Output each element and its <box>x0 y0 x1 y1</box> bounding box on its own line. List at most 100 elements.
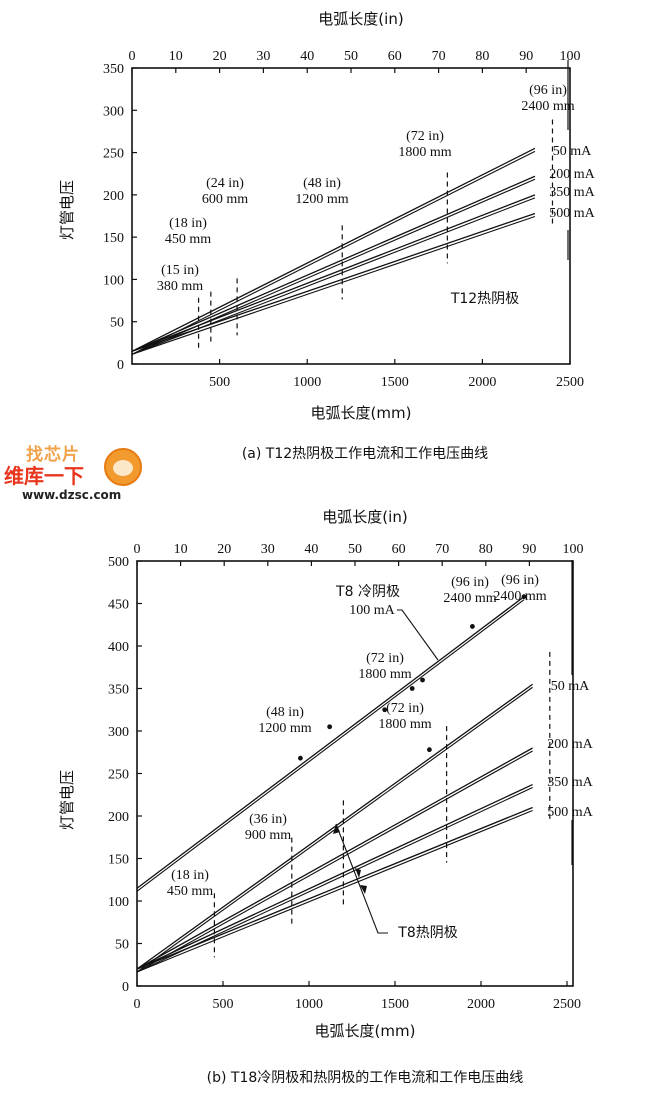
y-tick-label: 500 <box>108 555 129 570</box>
y-axis-title: 灯管电压 <box>58 770 76 830</box>
series-annotation: T12热阴极 <box>450 291 519 307</box>
y-tick-label: 350 <box>108 683 129 698</box>
marker-label-in: (72 in) <box>366 651 404 666</box>
data-point <box>470 624 475 629</box>
x-tick-label: 0 <box>134 997 141 1012</box>
y-axis-title: 灯管电压 <box>58 180 76 240</box>
data-point <box>298 755 303 761</box>
marker-label-in: (96 in) <box>529 83 567 98</box>
y-tick-label: 150 <box>108 853 129 868</box>
bottom-axis-title: 电弧长度(mm) <box>311 404 412 422</box>
series-line <box>136 806 533 970</box>
x-tick-label: 500 <box>213 997 234 1012</box>
series-line <box>136 783 533 970</box>
marker-label-in: (96 in) <box>451 575 489 590</box>
y-tick-label: 50 <box>115 938 129 953</box>
marker-label-mm: 1200 mm <box>258 721 311 736</box>
y-tick-label: 100 <box>103 273 124 288</box>
x-tick-label: 1500 <box>381 375 409 390</box>
x-tick-label: 2500 <box>553 997 581 1012</box>
x-tick-label: 1000 <box>295 997 323 1012</box>
y-tick-label: 400 <box>108 640 129 655</box>
x2-tick-label: 40 <box>300 49 314 64</box>
chart-b: 0 50 100 150 200 250 300 350 400 450 500 0 500 1000 15… <box>58 508 584 1086</box>
x-tick-label: 2500 <box>556 375 584 390</box>
marker-label-in: (72 in) <box>406 129 444 144</box>
series-annotation-hot: T8热阴极 <box>397 925 457 941</box>
arrow-head-icon <box>333 824 340 834</box>
marker-label-in: (96 in) <box>501 573 539 588</box>
y-tick-label: 250 <box>108 768 129 783</box>
marker-label-mm: 2400 mm <box>443 591 496 606</box>
y-tick-label: 50 <box>110 316 124 331</box>
x2-tick-label: 100 <box>563 542 584 557</box>
y-tick-label: 250 <box>103 147 124 162</box>
marker-label-in: (36 in) <box>249 812 287 827</box>
legend-label-200mA: 200 mA <box>549 167 595 182</box>
x2-tick-label: 30 <box>261 542 275 557</box>
marker-label-mm: 1800 mm <box>378 717 431 732</box>
marker-label-mm: 600 mm <box>202 192 248 207</box>
x2-tick-label: 80 <box>479 542 493 557</box>
y-tick-label: 300 <box>103 104 124 119</box>
arrow-head-icon <box>355 868 361 878</box>
x2-tick-label: 50 <box>344 49 358 64</box>
series-line <box>131 175 536 352</box>
data-point <box>521 594 527 600</box>
x2-tick-label: 60 <box>392 542 406 557</box>
top-axis-title: 电弧长度(in) <box>318 10 403 28</box>
y-tick-label: 0 <box>122 980 129 995</box>
y-tick-label: 0 <box>117 358 124 373</box>
marker-label-in: (72 in) <box>386 701 424 716</box>
data-point <box>427 747 432 753</box>
chart-caption: (b) T18冷阴极和热阴极的工作电流和工作电压曲线 <box>207 1070 524 1086</box>
x2-tick-label: 40 <box>304 542 318 557</box>
x-tick-label: 2000 <box>468 375 496 390</box>
x-tick-label: 2000 <box>467 997 495 1012</box>
y-tick-label: 450 <box>108 598 129 613</box>
x-tick-label: 500 <box>209 375 230 390</box>
bottom-axis-title: 电弧长度(mm) <box>315 1022 416 1040</box>
marker-label-mm: 1800 mm <box>398 145 451 160</box>
x2-tick-label: 70 <box>432 49 446 64</box>
data-point <box>382 707 388 713</box>
y-tick-label: 200 <box>108 810 129 825</box>
x2-tick-label: 10 <box>174 542 188 557</box>
legend-label-350mA: 350 mA <box>549 185 595 200</box>
series-line <box>136 683 533 970</box>
marker-label-mm: 450 mm <box>167 884 213 899</box>
marker-label-mm: 380 mm <box>157 279 203 294</box>
y-tick-label: 100 <box>108 895 129 910</box>
data-point <box>327 724 333 730</box>
series-annotation-cold: T8 冷阴极 <box>335 584 400 600</box>
legend-label-50mA: 50 mA <box>553 144 592 159</box>
watermark-url: www.dzsc.com <box>22 488 122 502</box>
x-tick-label: 1500 <box>381 997 409 1012</box>
marker-label-mm: 1800 mm <box>358 667 411 682</box>
x2-tick-label: 90 <box>519 49 533 64</box>
marker-label-mm: 900 mm <box>245 828 291 843</box>
marker-label-mm: 2400 mm <box>493 589 546 604</box>
top-axis-title: 电弧长度(in) <box>322 508 407 526</box>
legend-label-200mA: 200 mA <box>547 737 593 752</box>
series-annotation-current: 100 mA <box>349 603 395 618</box>
y-tick-label: 300 <box>108 725 129 740</box>
x2-tick-label: 50 <box>348 542 362 557</box>
x2-tick-label: 30 <box>256 49 270 64</box>
marker-label-in: (48 in) <box>266 705 304 720</box>
marker-label-mm: 1200 mm <box>295 192 348 207</box>
x2-tick-label: 70 <box>435 542 449 557</box>
x2-tick-label: 0 <box>129 49 136 64</box>
marker-label-in: (48 in) <box>303 176 341 191</box>
marker-label-in: (15 in) <box>161 263 199 278</box>
marker-label-in: (24 in) <box>206 176 244 191</box>
data-point <box>420 677 425 683</box>
marker-label-mm: 450 mm <box>165 232 211 247</box>
data-point <box>409 686 415 691</box>
arrow-line <box>335 823 388 934</box>
y-tick-label: 350 <box>103 62 124 77</box>
series-line <box>136 596 525 889</box>
legend-label-500mA: 500 mA <box>549 206 595 221</box>
